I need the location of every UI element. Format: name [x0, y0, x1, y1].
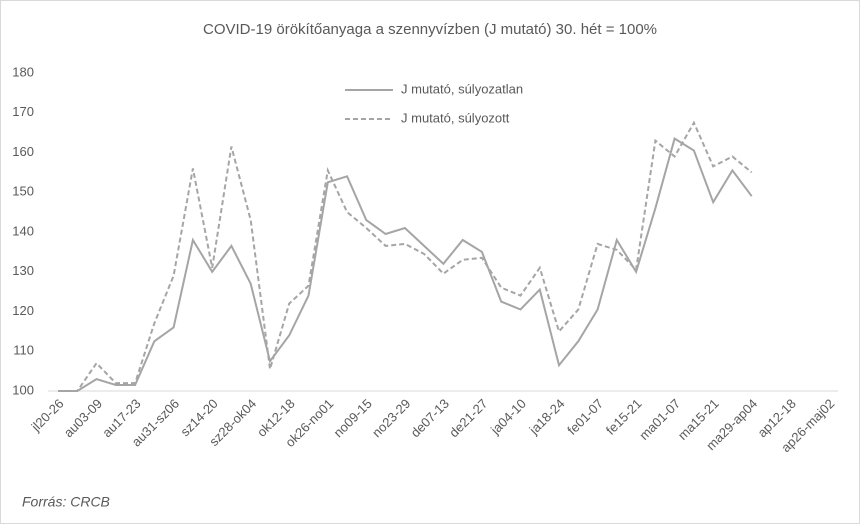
- chart-title: COVID-19 örökítőanyaga a szennyvízben (J…: [203, 21, 657, 38]
- y-tick-label: 180: [12, 64, 34, 79]
- series-line: [58, 120, 753, 392]
- source-note: Forrás: CRCB: [22, 494, 110, 510]
- y-tick-label: 130: [12, 263, 34, 278]
- y-tick-label: 100: [12, 382, 34, 397]
- y-tick-label: 160: [12, 144, 34, 159]
- y-tick-label: 140: [12, 223, 34, 238]
- series-line: [58, 137, 753, 392]
- y-tick-label: 150: [12, 184, 34, 199]
- legend-label: J mutató, súlyozatlan: [401, 81, 523, 96]
- y-tick-label: 110: [13, 343, 34, 358]
- y-tick-label: 170: [12, 104, 34, 119]
- legend-label: J mutató, súlyozott: [401, 110, 510, 125]
- y-tick-label: 120: [12, 303, 34, 318]
